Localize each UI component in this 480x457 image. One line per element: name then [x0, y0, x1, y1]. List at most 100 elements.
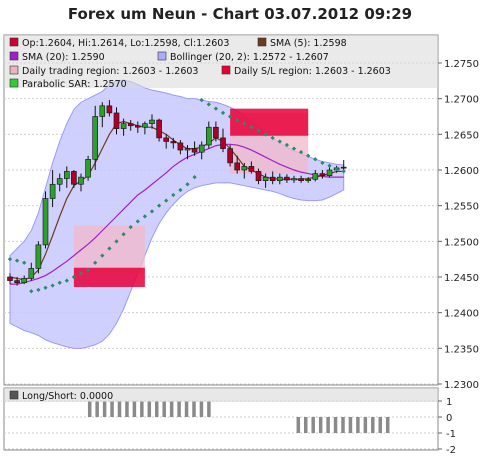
sar-point — [277, 139, 282, 144]
sar-point — [227, 114, 233, 119]
candle — [14, 277, 20, 286]
long-short-bar — [102, 401, 107, 417]
long-short-bar — [207, 401, 211, 417]
sar-point — [114, 239, 119, 244]
sar-point — [213, 106, 219, 111]
sub-legend-label: Long/Short: 0.0000 — [22, 391, 113, 402]
long-short-legend: Long/Short: 0.0000 — [4, 388, 438, 402]
legend-swatch — [9, 37, 19, 47]
candle — [78, 173, 84, 192]
candle-down — [135, 125, 141, 128]
sar-point — [164, 198, 169, 203]
candle-up — [312, 173, 319, 180]
candle — [227, 145, 233, 167]
legend-box — [4, 35, 438, 88]
sar-point — [199, 97, 204, 103]
candle — [163, 134, 169, 149]
y-tick-label: 1.2350 — [444, 344, 479, 355]
candle-up — [92, 116, 98, 160]
price-axis: 1.2750 1.2700 1.2650 1.2600 1.2550 1.2500 1.24… — [438, 59, 479, 391]
candle — [35, 241, 42, 274]
candle-up — [291, 178, 297, 181]
candle — [269, 171, 276, 185]
sar-point — [334, 167, 339, 172]
long-short-bar — [169, 401, 174, 417]
sub-legend-box — [4, 388, 438, 402]
sar-point — [291, 146, 297, 151]
sar-point — [185, 182, 190, 187]
candle-down — [298, 178, 304, 181]
long-short-bars — [87, 401, 390, 433]
candle — [21, 275, 28, 285]
candle — [85, 155, 91, 181]
candle-down — [227, 148, 233, 164]
candle — [64, 166, 70, 188]
candle — [99, 102, 106, 128]
candle-down — [340, 166, 347, 169]
candle — [156, 118, 162, 142]
long-short-bar — [333, 417, 338, 433]
candle-down — [191, 148, 198, 153]
legend-swatch — [9, 78, 19, 88]
long-short-bar — [385, 417, 390, 433]
y-tick-label: 1.2750 — [444, 59, 479, 70]
candle-up — [56, 178, 63, 185]
candle — [92, 105, 98, 170]
candle — [241, 162, 248, 179]
legend-swatch — [157, 51, 167, 61]
candle-down — [319, 173, 326, 177]
long-short-bar — [125, 401, 129, 417]
sar-point — [263, 132, 268, 137]
long-short-bar — [87, 401, 92, 417]
long-short-bar — [95, 401, 99, 417]
legend-label: Daily S/L region: 1.2603 - 1.2603 — [234, 66, 391, 77]
sar-point — [306, 153, 311, 158]
legend: Op:1.2604, Hi:1.2614, Lo:1.2598, Cl:1.26… — [9, 37, 391, 90]
candle-up — [42, 198, 49, 246]
candle-up — [206, 126, 212, 146]
candle — [220, 128, 226, 153]
candle — [120, 118, 127, 136]
candle — [177, 140, 184, 155]
sub-y-tick-label: -1 — [446, 429, 456, 440]
sub-y-tick-label: 1 — [446, 397, 452, 408]
long-short-bar — [296, 417, 301, 433]
candle — [106, 100, 113, 117]
candle-up — [305, 178, 312, 181]
chart-title: Forex um Neun - Chart 03.07.2012 09:29 — [68, 5, 412, 23]
sma20-line — [10, 143, 344, 285]
candle — [135, 121, 141, 133]
candle — [213, 121, 219, 142]
long-short-bar — [147, 401, 152, 417]
candle-down — [71, 171, 77, 185]
y-tick-label: 1.2550 — [444, 202, 479, 213]
candle — [312, 170, 319, 182]
candle — [142, 121, 148, 135]
candle — [319, 170, 326, 179]
candle-up — [184, 148, 191, 151]
candle-up — [149, 119, 155, 124]
long-short-bar — [318, 417, 323, 433]
long-short-axis: 1 0 -1 -2 — [438, 397, 456, 456]
candle — [184, 145, 191, 160]
long-short-bar — [363, 417, 368, 433]
y-tick-label: 1.2700 — [444, 95, 479, 106]
candle-down — [284, 176, 290, 181]
candle — [170, 137, 177, 149]
candle-down — [177, 142, 184, 151]
long-short-bar — [110, 401, 114, 417]
sar-point — [142, 214, 148, 219]
long-short-bar — [162, 401, 166, 417]
candle — [206, 121, 212, 149]
candle-up — [276, 176, 283, 181]
candle — [42, 191, 49, 249]
sar-point — [206, 102, 211, 107]
candle-down — [106, 105, 113, 114]
daily-regions — [73, 108, 309, 287]
candle-up — [85, 159, 91, 178]
long-short-bar — [378, 417, 382, 433]
legend-label: Op:1.2604, Hi:1.2614, Lo:1.2598, Cl:1.26… — [22, 38, 229, 49]
candle — [28, 262, 35, 281]
sar-point — [121, 232, 126, 237]
